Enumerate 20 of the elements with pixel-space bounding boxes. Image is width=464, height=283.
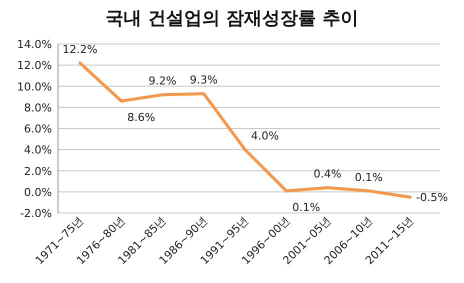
data-label: 9.2% xyxy=(148,74,176,88)
data-label: 4.0% xyxy=(251,130,279,143)
y-tick-label: 0.0% xyxy=(24,186,52,199)
y-tick-label: 14.0% xyxy=(17,38,52,51)
chart-title: 국내 건설업의 잠재성장률 추이 xyxy=(106,8,358,29)
y-tick-label: 4.0% xyxy=(24,144,52,157)
data-label: -0.5% xyxy=(416,191,448,204)
line-series xyxy=(78,62,412,199)
y-tick-label: 10.0% xyxy=(17,80,52,94)
y-tick-label: -2.0% xyxy=(20,207,52,220)
y-tick-label: 6.0% xyxy=(24,122,52,136)
y-tick-label: 12.0% xyxy=(17,59,52,72)
y-tick-label: 8.0% xyxy=(24,101,52,114)
data-label: 0.1% xyxy=(354,170,383,184)
y-tick-label: 2.0% xyxy=(24,164,52,178)
data-label: 9.3% xyxy=(190,74,218,87)
data-label: 8.6% xyxy=(127,111,156,124)
data-label: 0.1% xyxy=(292,200,320,214)
data-label: 0.4% xyxy=(314,168,342,181)
data-label: 12.2% xyxy=(62,43,98,56)
